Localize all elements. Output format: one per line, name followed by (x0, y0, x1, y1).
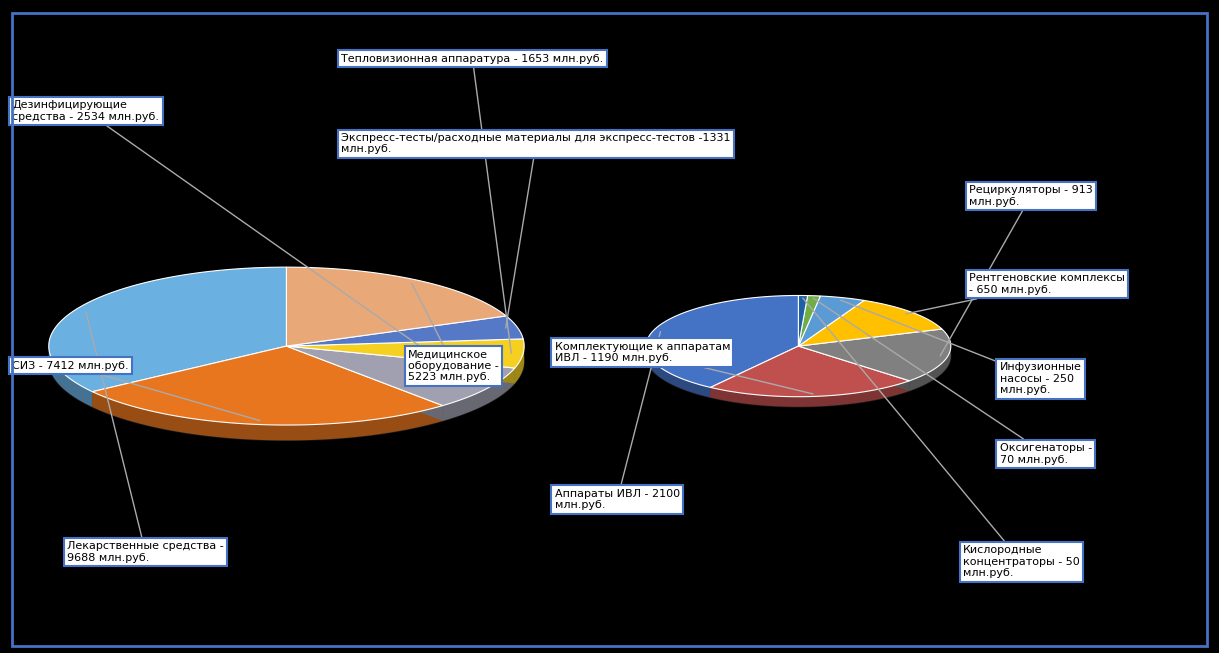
Polygon shape (646, 295, 798, 387)
Text: Комплектующие к аппаратам
ИВЛ - 1190 млн.руб.: Комплектующие к аппаратам ИВЛ - 1190 млн… (555, 342, 813, 394)
Polygon shape (286, 267, 506, 346)
Polygon shape (711, 346, 798, 398)
Polygon shape (798, 296, 820, 346)
Polygon shape (93, 346, 286, 407)
Polygon shape (909, 346, 951, 391)
Polygon shape (514, 347, 524, 383)
Polygon shape (798, 296, 864, 346)
Polygon shape (49, 283, 524, 440)
Polygon shape (286, 346, 442, 421)
Polygon shape (798, 346, 909, 391)
Polygon shape (286, 346, 514, 383)
Text: Экспресс-тесты/расходные материалы для экспресс-тестов -1331
млн.руб.: Экспресс-тесты/расходные материалы для э… (341, 133, 731, 328)
Polygon shape (798, 300, 942, 346)
Polygon shape (646, 347, 711, 398)
Text: Тепловизионная аппаратура - 1653 млн.руб.: Тепловизионная аппаратура - 1653 млн.руб… (341, 54, 603, 353)
Polygon shape (798, 329, 951, 381)
Polygon shape (646, 306, 951, 407)
Text: Кислородные
концентраторы - 50
млн.руб.: Кислородные концентраторы - 50 млн.руб. (803, 298, 1080, 578)
Polygon shape (286, 346, 442, 421)
Text: Аппараты ИВЛ - 2100
млн.руб.: Аппараты ИВЛ - 2100 млн.руб. (555, 332, 680, 511)
Polygon shape (711, 346, 798, 398)
Text: Рециркуляторы - 913
млн.руб.: Рециркуляторы - 913 млн.руб. (940, 185, 1093, 356)
Polygon shape (49, 267, 286, 392)
Polygon shape (442, 368, 514, 421)
Polygon shape (711, 346, 909, 396)
Polygon shape (93, 346, 442, 425)
Text: Рентгеновские комплексы
- 650 млн.руб.: Рентгеновские комплексы - 650 млн.руб. (906, 273, 1125, 314)
Polygon shape (286, 346, 514, 406)
Polygon shape (93, 346, 286, 407)
Text: Медицинское
оборудование -
5223 млн.руб.: Медицинское оборудование - 5223 млн.руб. (408, 284, 499, 382)
Polygon shape (711, 381, 909, 407)
Polygon shape (798, 346, 909, 391)
Text: Инфузионные
насосы - 250
млн.руб.: Инфузионные насосы - 250 млн.руб. (840, 300, 1081, 395)
Polygon shape (49, 346, 93, 407)
Polygon shape (286, 316, 523, 346)
Polygon shape (798, 295, 808, 346)
Polygon shape (286, 346, 514, 383)
Polygon shape (93, 392, 442, 440)
Text: Оксигенаторы -
70 млн.руб.: Оксигенаторы - 70 млн.руб. (813, 298, 1092, 465)
Polygon shape (286, 339, 524, 368)
Text: Лекарственные средства -
9688 млн.руб.: Лекарственные средства - 9688 млн.руб. (67, 311, 224, 563)
Text: Дезинфицирующие
средства - 2534 млн.руб.: Дезинфицирующие средства - 2534 млн.руб. (12, 100, 477, 387)
Text: СИЗ - 7412 млн.руб.: СИЗ - 7412 млн.руб. (12, 360, 260, 421)
